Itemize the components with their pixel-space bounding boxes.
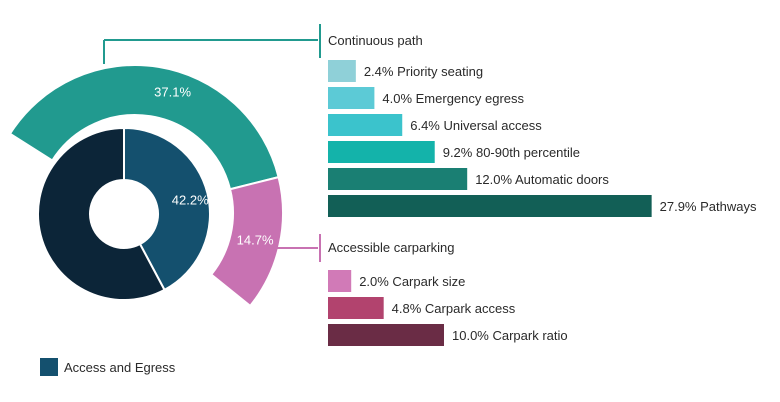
legend: Access and Egress [40, 358, 175, 376]
inner-ring-segment [37, 126, 166, 301]
legend-label: Access and Egress [64, 359, 176, 375]
group-title: Accessible carparking [328, 240, 454, 255]
bar [328, 324, 444, 346]
inner-ring-label: 42.2% [172, 192, 209, 207]
group-title: Continuous path [328, 33, 423, 48]
bar [328, 87, 375, 109]
bar-label: 27.9% Pathways [660, 199, 757, 214]
bar-label: 2.0% Carpark size [359, 274, 465, 289]
bar-label: 12.0% Automatic doors [475, 172, 609, 187]
bar-label: 2.4% Priority seating [364, 64, 483, 79]
outer-ring-segment [209, 175, 284, 308]
outer-ring-segment [8, 64, 280, 191]
bar-label: 4.8% Carpark access [392, 301, 516, 316]
bar [328, 270, 352, 292]
bar [328, 297, 384, 319]
bar [328, 60, 356, 82]
bar [328, 195, 652, 217]
outer-ring-label: 14.7% [237, 232, 274, 247]
legend-swatch [40, 358, 58, 376]
bar-label: 10.0% Carpark ratio [452, 328, 568, 343]
bar-label: 4.0% Emergency egress [382, 91, 524, 106]
bar-label: 9.2% 80-90th percentile [443, 145, 580, 160]
bar [328, 141, 435, 163]
bar-label: 6.4% Universal access [410, 118, 542, 133]
outer-ring-label: 37.1% [154, 85, 191, 100]
inner-ring-segment [123, 126, 211, 292]
bar [328, 168, 468, 190]
bar [328, 114, 403, 136]
